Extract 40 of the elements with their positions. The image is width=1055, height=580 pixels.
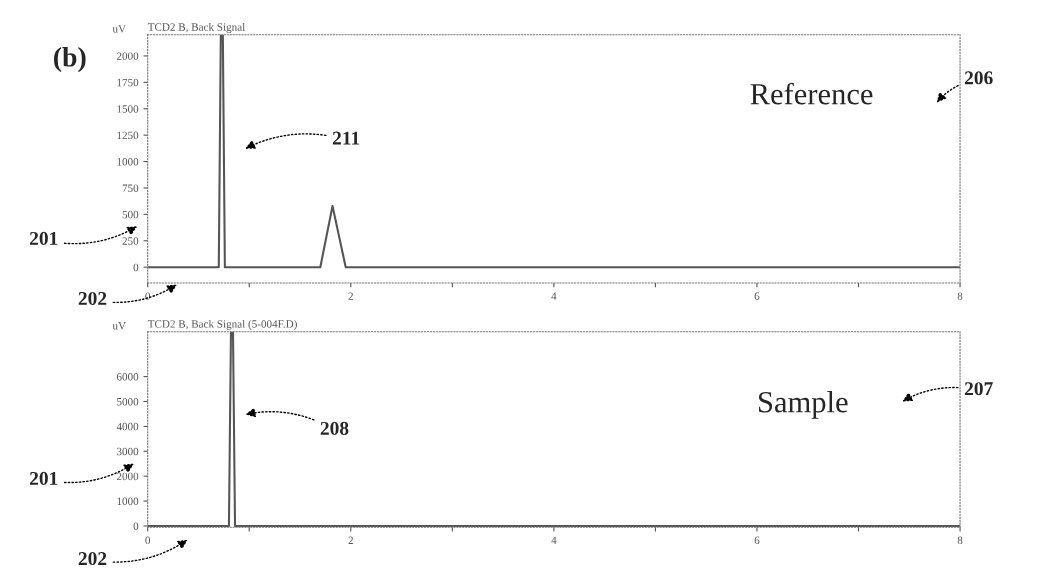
x-tick-label: 4: [551, 292, 557, 300]
y-tick-label: 2000: [116, 52, 139, 60]
y-tick-label: 750: [122, 184, 139, 192]
y-tick-label: 6000: [116, 373, 139, 381]
x-tick-label: 0: [145, 536, 151, 545]
y-tick-label: 500: [122, 210, 139, 219]
x-tick-label: 6: [754, 292, 760, 300]
x-tick-label: 2: [348, 536, 353, 544]
text: 202: [78, 291, 107, 306]
x-tick-label: 2: [348, 292, 353, 300]
y-tick-label: 1250: [117, 131, 139, 140]
y-tick-label: 0: [133, 522, 139, 530]
text: (b): [54, 47, 86, 73]
chart-title: TCD2 B, Back Signal (5-004F.D): [147, 319, 297, 330]
y-axis-title: uV: [112, 25, 126, 33]
y-tick-label: 5000: [117, 397, 139, 406]
y-tick-label: 1500: [117, 105, 139, 113]
text: 201: [29, 231, 58, 245]
y-tick-label: 250: [122, 237, 139, 245]
annotation: 208: [320, 421, 349, 435]
annotation: Sample: [759, 391, 848, 419]
annotation: 211: [332, 131, 360, 145]
y-tick-label: 0: [133, 263, 139, 272]
y-tick-label: 1750: [117, 78, 139, 87]
text: 202: [78, 552, 107, 566]
text: 207: [964, 382, 993, 396]
y-tick-label: 3000: [116, 447, 139, 456]
x-tick-label: 8: [957, 292, 963, 300]
x-tick-label: 4: [551, 536, 557, 544]
text: 206: [964, 71, 993, 85]
chart-title: TCD2 B, Back Signal: [147, 22, 245, 34]
annotation: Reference: [750, 82, 873, 105]
y-tick-label: 4000: [116, 422, 139, 431]
y-axis-title: uV: [112, 322, 126, 330]
x-tick-label: 6: [754, 536, 760, 545]
y-tick-label: 1000: [117, 497, 139, 506]
y-tick-label: 2000: [116, 472, 139, 481]
y-tick-label: 1000: [117, 158, 139, 166]
text: 201: [29, 471, 58, 485]
x-tick-label: 8: [957, 536, 963, 545]
